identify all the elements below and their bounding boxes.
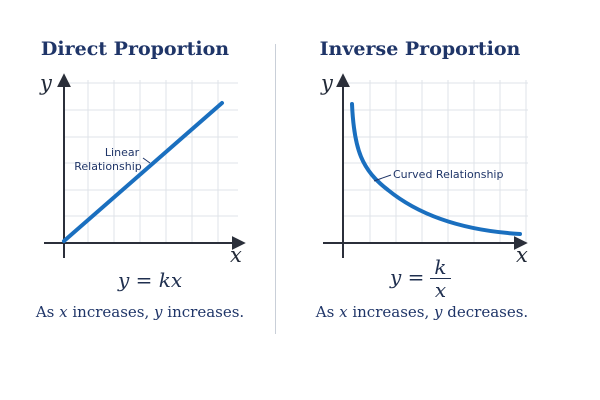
direct-caption-x: x — [59, 303, 68, 321]
left-x-axis-label: x — [230, 243, 242, 267]
left-y-axis-label: y — [39, 71, 53, 95]
direct-caption-pre: As — [35, 303, 60, 321]
right-y-axis-label: y — [320, 71, 334, 95]
direct-formula: y = kx — [118, 268, 183, 292]
inverse-caption: As x increases, y decreases. — [287, 303, 557, 321]
left-grid — [64, 80, 238, 243]
direct-caption-mid: increases, — [67, 303, 155, 321]
inverse-caption-post: decreases. — [442, 303, 529, 321]
right-grid — [344, 80, 528, 243]
inverse-formula: y = k x — [390, 256, 451, 301]
panel-divider — [275, 44, 276, 334]
right-annotation: Curved Relationship — [393, 168, 503, 181]
inverse-formula-denominator: x — [434, 278, 447, 302]
inverse-caption-y: y — [434, 303, 443, 321]
inverse-caption-pre: As — [315, 303, 340, 321]
right-x-axis-label: x — [516, 243, 528, 267]
direct-caption-post: increases. — [162, 303, 245, 321]
inverse-proportion-curve — [350, 102, 522, 236]
right-annotation-leader — [373, 174, 392, 182]
left-annotation-line1: Linear — [105, 146, 140, 159]
left-annotation-leader — [142, 157, 151, 164]
left-annotation-line2: Relationship — [74, 160, 142, 173]
direct-proportion-line — [62, 101, 224, 243]
inverse-formula-lhs: y = — [390, 265, 425, 289]
direct-proportion-title: Direct Proportion — [40, 38, 230, 60]
direct-caption: As x increases, y increases. — [5, 303, 275, 321]
inverse-caption-x: x — [339, 303, 348, 321]
direct-caption-y: y — [154, 303, 163, 321]
inverse-caption-mid: increases, — [347, 303, 435, 321]
inverse-proportion-title: Inverse Proportion — [319, 38, 521, 60]
inverse-formula-numerator: k — [430, 256, 451, 279]
